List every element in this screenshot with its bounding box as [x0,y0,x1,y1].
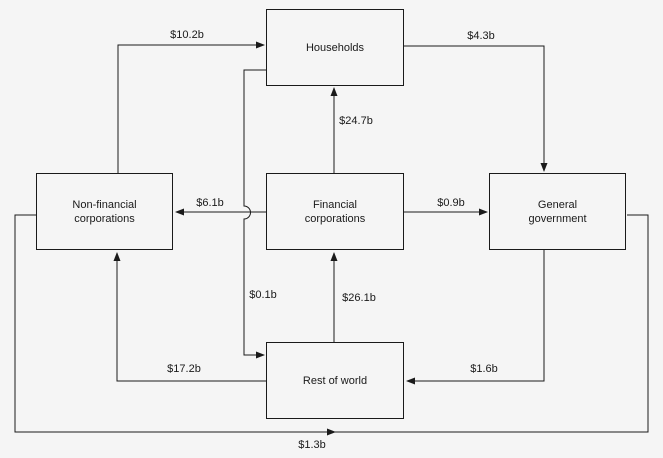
flow-label-nonfin-to-households: $10.2b [170,29,204,41]
flow-label-nonfin-to-generalgovt: $1.3b [298,439,326,451]
flow-label-financial-to-generalgovt: $0.9b [437,197,465,209]
node-non-financial-corporations: Non-financial corporations [36,173,173,250]
flow-arrow-nonfin-to-generalgovt-arrowhead [327,428,336,436]
flow-arrow-households-to-generalgovt [404,45,548,172]
node-financial-corporations-label: Financial corporations [304,198,366,225]
flow-label-generalgovt-to-restofworld: $1.6b [470,363,498,375]
node-households-label: Households [305,41,365,54]
node-general-government: General government [489,173,626,250]
flow-label-financial-to-nonfin: $6.1b [196,197,224,209]
flow-label-households-to-restofworld: $0.1b [249,289,277,301]
flow-label-financial-to-households: $24.7b [339,115,373,127]
node-financial-corporations: Financial corporations [266,173,404,250]
flow-arrow-nonfin-to-households [117,41,265,173]
flow-arrow-restofworld-to-nonfin [113,252,266,382]
flow-arrow-households-to-restofworld [243,69,266,359]
flow-label-restofworld-to-financial: $26.1b [342,292,376,304]
node-rest-of-world-label: Rest of world [302,374,368,387]
node-non-financial-corporations-label: Non-financial corporations [72,198,137,225]
flow-arrow-generalgovt-to-restofworld [406,250,545,385]
flow-label-households-to-generalgovt: $4.3b [467,30,495,42]
node-rest-of-world: Rest of world [266,342,404,419]
node-general-government-label: General government [528,198,587,225]
flow-label-restofworld-to-nonfin: $17.2b [167,363,201,375]
node-households: Households [266,9,404,86]
